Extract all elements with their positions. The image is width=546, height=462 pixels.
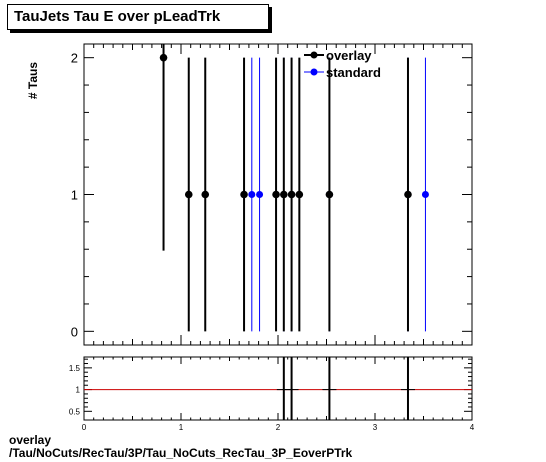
y-tick-label: 1 (71, 188, 78, 203)
data-point (248, 191, 256, 198)
main-axis-ticks: 0 1 2 (71, 44, 473, 345)
footer-label: overlay (9, 433, 52, 447)
data-point (280, 190, 288, 199)
x-tick-label: 4 (470, 423, 475, 432)
x-tick-label: 0 (82, 423, 87, 432)
data-point (421, 191, 429, 198)
data-point (404, 190, 412, 199)
y-tick-label: 1 (76, 386, 81, 395)
x-tick-label: 3 (373, 423, 378, 432)
y-tick-label: 1.5 (69, 364, 81, 373)
y-tick-label: 0 (71, 324, 78, 339)
x-tick-label: 1 (179, 423, 184, 432)
data-point (159, 53, 168, 62)
legend: overlay standard (304, 48, 381, 80)
data-point (295, 190, 304, 199)
data-point (287, 190, 296, 199)
footer-path: /Tau/NoCuts/RecTau/3P/Tau_NoCuts_RecTau_… (9, 446, 353, 460)
legend-label: standard (326, 65, 381, 80)
data-point (240, 190, 248, 199)
ratio-plot-marks (84, 357, 472, 420)
y-axis-label: # Taus (26, 62, 40, 99)
data-point (256, 191, 264, 198)
data-point (201, 190, 210, 199)
data-point (325, 190, 334, 199)
legend-marker (310, 51, 318, 59)
ratio-axis-ticks: 0 1 2 3 4 0.5 1 1.5 (69, 357, 475, 432)
y-tick-label: 0.5 (69, 407, 81, 416)
x-tick-label: 2 (276, 423, 281, 432)
chart-title: TauJets Tau E over pLeadTrk (14, 8, 221, 25)
legend-label: overlay (326, 48, 372, 63)
ratio-plot-border (83, 356, 473, 421)
chart-title-box: TauJets Tau E over pLeadTrk (7, 4, 269, 30)
ratio-plot-frame (83, 356, 473, 421)
data-point (272, 190, 280, 199)
main-plot-marks (159, 44, 429, 332)
legend-marker (310, 68, 318, 76)
y-tick-label: 2 (71, 51, 78, 66)
data-point (184, 190, 193, 199)
